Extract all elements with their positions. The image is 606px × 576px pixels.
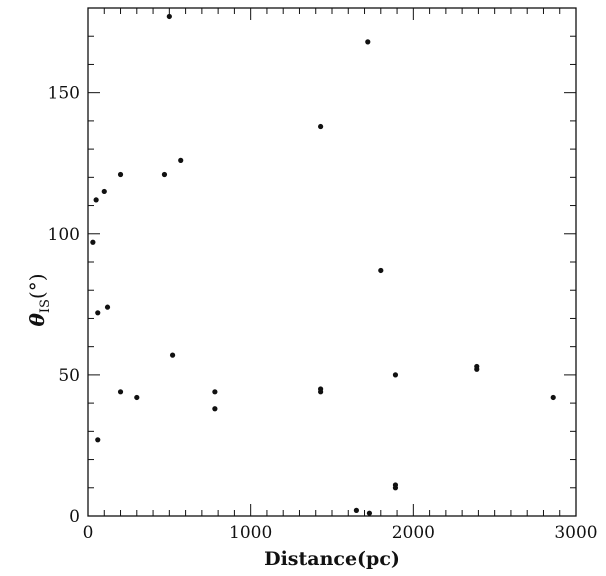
tick-labels: 0 1000 2000 3000 0 50 100 150 bbox=[48, 84, 598, 543]
data-point bbox=[318, 389, 324, 395]
data-point bbox=[117, 171, 124, 178]
data-point bbox=[353, 507, 359, 513]
data-point bbox=[178, 157, 184, 163]
y-axis-title-symbol: θ bbox=[25, 313, 49, 327]
data-point bbox=[474, 366, 480, 372]
y-tick-label: 150 bbox=[48, 84, 80, 104]
data-point bbox=[212, 389, 218, 395]
data-point bbox=[90, 239, 96, 245]
data-point bbox=[366, 510, 373, 516]
data-point bbox=[378, 267, 384, 274]
axis-ticks bbox=[87, 7, 577, 517]
data-point bbox=[95, 310, 101, 316]
data-point bbox=[104, 304, 111, 310]
data-point bbox=[318, 123, 324, 130]
x-tick-label: 3000 bbox=[554, 523, 597, 543]
data-point bbox=[365, 39, 371, 45]
y-axis-title: θIS(°) bbox=[25, 274, 53, 327]
y-tick-label: 100 bbox=[48, 225, 80, 245]
data-point bbox=[101, 188, 107, 195]
y-tick-label: 50 bbox=[58, 366, 80, 386]
y-axis-title-subscript: IS bbox=[38, 299, 53, 313]
data-point bbox=[169, 352, 176, 358]
data-point bbox=[117, 389, 124, 395]
x-axis-title: Distance(pc) bbox=[264, 548, 400, 570]
y-axis-title-unit: (°) bbox=[25, 274, 49, 300]
data-point bbox=[392, 372, 399, 378]
data-point bbox=[392, 485, 399, 491]
y-tick-label: 0 bbox=[69, 507, 80, 527]
data-point bbox=[134, 394, 140, 401]
data-points bbox=[90, 13, 556, 516]
plot-frame bbox=[87, 7, 577, 517]
data-point bbox=[212, 406, 218, 412]
data-point bbox=[550, 394, 556, 401]
data-point bbox=[166, 13, 172, 20]
x-tick-label: 1000 bbox=[229, 523, 272, 543]
data-point bbox=[95, 437, 101, 443]
x-tick-label: 0 bbox=[83, 523, 94, 543]
plot-border bbox=[87, 7, 577, 517]
data-point bbox=[161, 171, 168, 178]
data-point bbox=[93, 197, 99, 203]
x-tick-label: 2000 bbox=[392, 523, 435, 543]
